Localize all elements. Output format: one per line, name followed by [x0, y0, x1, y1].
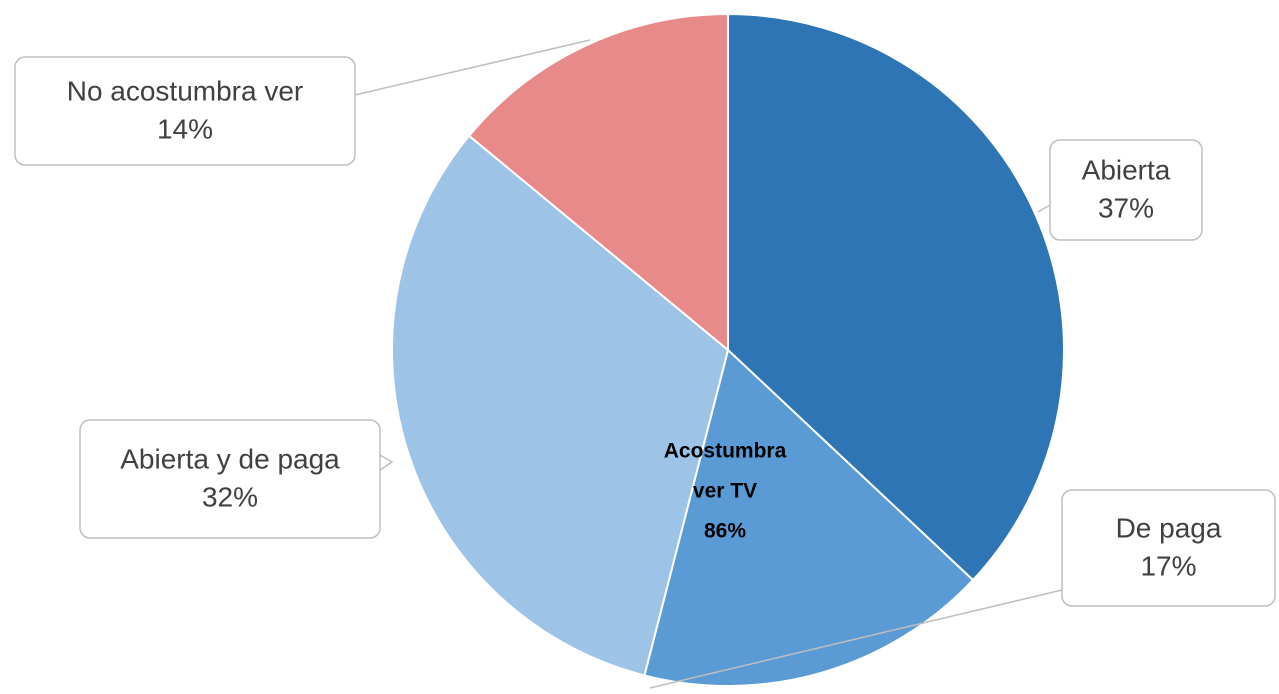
leader-line [379, 454, 394, 471]
category-label: Abierta [1082, 154, 1171, 185]
value-label: 32% [202, 481, 258, 512]
annotation: Acostumbra [664, 440, 787, 463]
labels: Abierta 37% De paga 17% Abierta y de paga 32%… [14, 56, 1276, 607]
annotation: 86% [704, 520, 746, 543]
pie-slice [727, 12, 1065, 582]
category-label: De paga [1116, 512, 1222, 543]
category-label: No acostumbra ver [67, 75, 304, 106]
pie [391, 12, 1065, 687]
pie-slice [391, 134, 730, 677]
leader-lines [354, 39, 1063, 689]
value-label: 17% [1140, 550, 1196, 581]
category-label: Abierta y de paga [120, 443, 340, 474]
pie-slice [467, 12, 729, 353]
leader-line [354, 39, 591, 96]
leader-line [649, 589, 1063, 689]
value-label: 14% [157, 113, 213, 144]
annotation: ver TV [693, 480, 757, 503]
value-label: 37% [1098, 192, 1154, 223]
label-box [14, 56, 356, 166]
label-box [1061, 489, 1276, 607]
pie-slice [643, 348, 975, 687]
label-box [79, 419, 381, 539]
label-box [1049, 139, 1203, 241]
leader-line [1037, 204, 1051, 213]
